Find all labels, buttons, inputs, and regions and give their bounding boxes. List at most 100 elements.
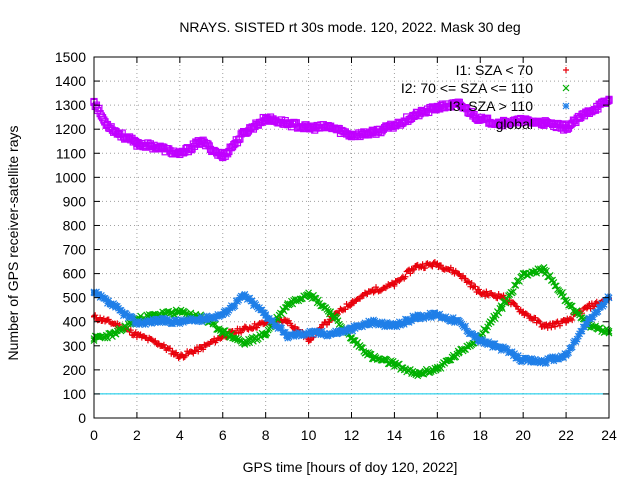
trace-point	[393, 323, 401, 331]
trace-point	[169, 347, 176, 354]
trace-point	[591, 303, 598, 310]
trace-point	[152, 337, 159, 344]
x-axis-label: GPS time [hours of doy 120, 2022]	[243, 459, 458, 475]
series-i3-sza-110	[90, 288, 613, 367]
legend-marker	[562, 102, 570, 110]
trace-point	[483, 288, 490, 295]
trace-point	[220, 327, 228, 335]
trace-point	[407, 270, 414, 277]
trace-point	[551, 282, 559, 290]
trace-point	[308, 331, 316, 338]
y-tick-label: 100	[63, 386, 87, 402]
trace-point	[497, 347, 505, 354]
trace-point	[438, 262, 445, 269]
x-tick-label: 18	[472, 427, 488, 443]
trace-point	[102, 296, 110, 303]
trace-point	[296, 330, 304, 338]
trace-point	[173, 349, 180, 356]
y-tick-label: 200	[63, 362, 87, 378]
x-tick-label: 12	[344, 427, 360, 443]
trace-point	[104, 299, 111, 307]
trace-point	[574, 332, 582, 340]
trace-point	[578, 327, 586, 335]
legend: I1: SZA < 70 I2: 70 <= SZA <= 110 I3: SZA …	[401, 62, 570, 132]
trace-point	[498, 305, 506, 313]
trace-point	[324, 332, 332, 340]
trace-point	[156, 315, 164, 323]
trace-point	[572, 338, 580, 345]
trace-point	[391, 282, 398, 289]
trace-point	[292, 323, 299, 330]
trace-point	[252, 301, 260, 309]
trace-point	[416, 315, 424, 323]
trace-point	[462, 322, 469, 330]
trace-point	[108, 333, 116, 340]
trace-point	[567, 315, 574, 322]
trace-point	[491, 292, 498, 299]
trace-point	[306, 327, 314, 335]
trace-point	[158, 318, 165, 326]
trace-point	[378, 318, 386, 326]
trace-point	[149, 315, 157, 323]
trace-point	[92, 312, 99, 319]
x-tick-label: 2	[133, 427, 141, 443]
trace-point	[375, 321, 382, 329]
trace-point	[511, 350, 519, 357]
trace-point	[274, 325, 282, 333]
trace-point	[514, 303, 521, 310]
x-tick-label: 24	[601, 427, 617, 443]
chart-title: NRAYS. SISTED rt 30s mode. 120, 2022. Ma…	[179, 19, 520, 35]
trace-point	[514, 352, 522, 359]
x-tick-label: 4	[176, 427, 184, 443]
trace-point	[214, 310, 222, 318]
trace-point	[429, 263, 436, 270]
trace-point	[472, 283, 479, 290]
series-global	[90, 95, 613, 162]
trace-point	[249, 325, 256, 332]
trace-point	[383, 319, 391, 326]
trace-point	[543, 359, 550, 367]
series-i2-70-sza-110	[90, 264, 613, 380]
trace-point	[540, 264, 548, 271]
trace-point	[502, 299, 510, 307]
trace-point	[402, 273, 409, 280]
trace-point	[373, 284, 380, 291]
trace-point	[344, 328, 352, 336]
legend-label: I2: 70 <= SZA <= 110	[401, 80, 533, 96]
trace-point	[254, 324, 261, 331]
trace-point	[231, 302, 239, 310]
x-tick-label: 10	[301, 427, 317, 443]
trace-point	[408, 317, 416, 325]
trace-point	[528, 355, 536, 362]
y-tick-label: 1100	[56, 145, 86, 161]
trace-point	[178, 351, 185, 358]
trace-point	[213, 325, 221, 333]
trace-point	[142, 321, 149, 329]
y-tick-label: 500	[63, 290, 87, 306]
trace-point	[291, 329, 299, 337]
trace-point	[382, 321, 390, 329]
trace-point	[556, 322, 563, 329]
trace-point	[241, 290, 249, 298]
trace-point	[317, 302, 325, 310]
trace-point	[219, 311, 227, 319]
y-tick-label: 700	[63, 242, 87, 258]
trace-point	[573, 335, 581, 343]
y-tick-label: 1200	[55, 121, 86, 137]
x-tick-label: 22	[558, 427, 574, 443]
trace-point	[552, 323, 559, 330]
y-tick-label: 1500	[55, 49, 86, 65]
legend-marker	[562, 84, 570, 92]
y-axis-label: Number of GPS receiver-satellite rays	[5, 126, 21, 361]
trace-point	[600, 300, 608, 308]
trace-point	[413, 315, 420, 323]
trace-point	[537, 320, 544, 327]
trace-point	[589, 313, 597, 321]
trace-point	[496, 343, 504, 351]
trace-point	[464, 278, 471, 285]
trace-point	[388, 279, 395, 286]
x-tick-label: 0	[90, 427, 98, 443]
trace-point	[546, 272, 554, 279]
y-tick-label: 600	[63, 266, 87, 282]
